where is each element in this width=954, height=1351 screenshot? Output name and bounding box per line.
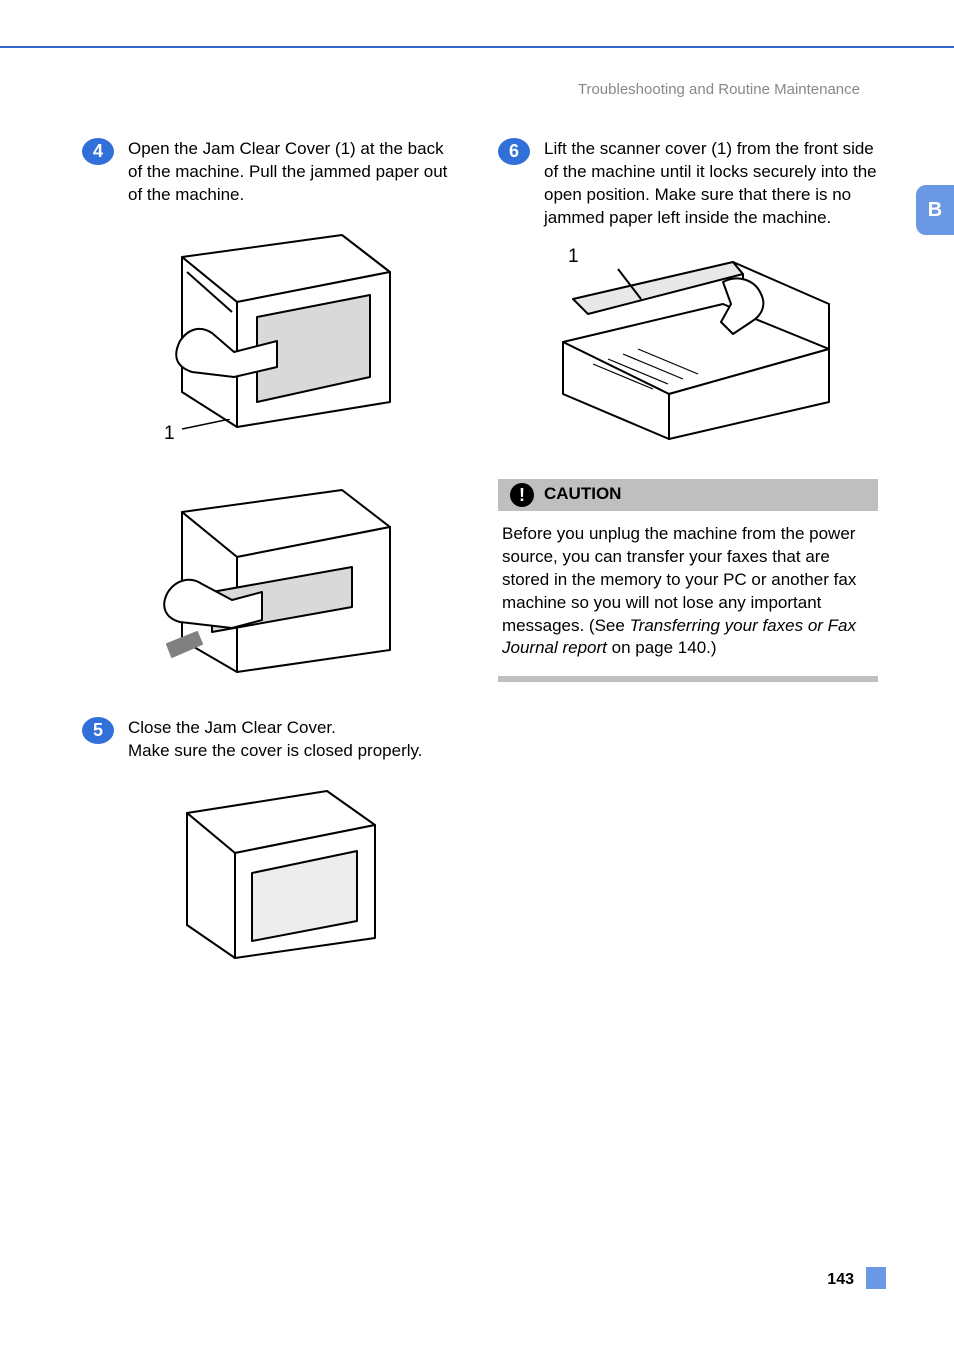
scanner-lift-icon: [533, 244, 843, 454]
illustration-step5: [82, 773, 462, 973]
caution-body: Before you unplug the machine from the p…: [498, 511, 878, 673]
step-5: 5 Close the Jam Clear Cover. Make sure t…: [82, 717, 462, 763]
step-6-text: Lift the scanner cover (1) from the fron…: [544, 138, 878, 230]
header-section-label: Troubleshooting and Routine Maintenance: [578, 80, 860, 100]
step-6: 6 Lift the scanner cover (1) from the fr…: [498, 138, 878, 230]
printer-rear-open-icon: [142, 217, 402, 447]
printer-pull-paper-icon: [142, 472, 402, 692]
caution-icon: !: [510, 483, 534, 507]
illustration-step4b: [82, 472, 462, 692]
caution-header: ! CAUTION: [498, 479, 878, 511]
step-5-line2: Make sure the cover is closed properly.: [128, 741, 422, 760]
illustration-step4a: 1: [82, 217, 462, 447]
section-tab-letter: B: [928, 197, 942, 224]
caution-title: CAUTION: [544, 483, 621, 506]
caution-footer-rule: [498, 676, 878, 682]
step-4: 4 Open the Jam Clear Cover (1) at the ba…: [82, 138, 462, 207]
step-badge-4: 4: [82, 138, 114, 165]
step-5-text: Close the Jam Clear Cover. Make sure the…: [128, 717, 462, 763]
callout-line-1a: [182, 419, 232, 439]
callout-label-1b: 1: [568, 244, 579, 270]
callout-label-1a: 1: [164, 421, 175, 447]
step-badge-5: 5: [82, 717, 114, 744]
step-4-text: Open the Jam Clear Cover (1) at the back…: [128, 138, 462, 207]
right-column: 6 Lift the scanner cover (1) from the fr…: [498, 138, 878, 682]
step-5-line1: Close the Jam Clear Cover.: [128, 718, 336, 737]
illustration-step6: 1: [498, 244, 878, 454]
left-column: 4 Open the Jam Clear Cover (1) at the ba…: [82, 138, 462, 998]
caution-body-post: on page 140.): [607, 638, 717, 657]
top-rule: [0, 46, 954, 48]
step-badge-6: 6: [498, 138, 530, 165]
section-tab: B: [916, 185, 954, 235]
printer-closed-icon: [157, 773, 387, 973]
page-number: 143: [827, 1269, 854, 1291]
